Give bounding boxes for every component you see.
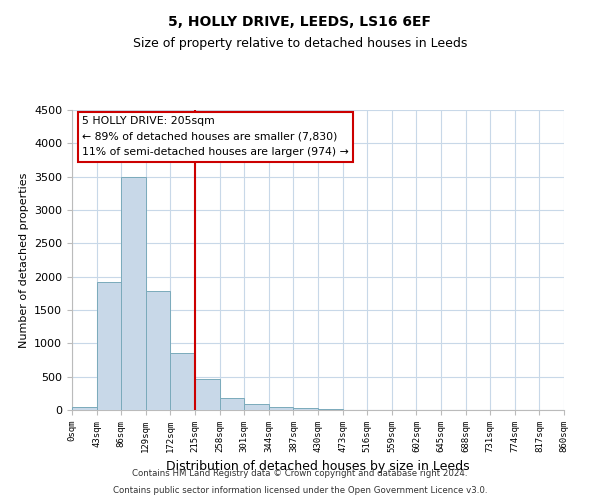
Bar <box>269 406 293 410</box>
Bar <box>293 408 318 410</box>
Text: Contains public sector information licensed under the Open Government Licence v3: Contains public sector information licen… <box>113 486 487 495</box>
Text: 5 HOLLY DRIVE: 205sqm
← 89% of detached houses are smaller (7,830)
11% of semi-d: 5 HOLLY DRIVE: 205sqm ← 89% of detached … <box>82 116 349 157</box>
X-axis label: Distribution of detached houses by size in Leeds: Distribution of detached houses by size … <box>166 460 470 473</box>
Bar <box>146 292 170 410</box>
Y-axis label: Number of detached properties: Number of detached properties <box>19 172 29 348</box>
Text: Contains HM Land Registry data © Crown copyright and database right 2024.: Contains HM Land Registry data © Crown c… <box>132 468 468 477</box>
Bar <box>220 398 244 410</box>
Bar <box>72 406 97 410</box>
Bar <box>170 354 195 410</box>
Bar <box>195 380 220 410</box>
Text: Size of property relative to detached houses in Leeds: Size of property relative to detached ho… <box>133 38 467 51</box>
Bar <box>244 404 269 410</box>
Text: 5, HOLLY DRIVE, LEEDS, LS16 6EF: 5, HOLLY DRIVE, LEEDS, LS16 6EF <box>169 15 431 29</box>
Bar <box>121 176 146 410</box>
Bar <box>97 282 121 410</box>
